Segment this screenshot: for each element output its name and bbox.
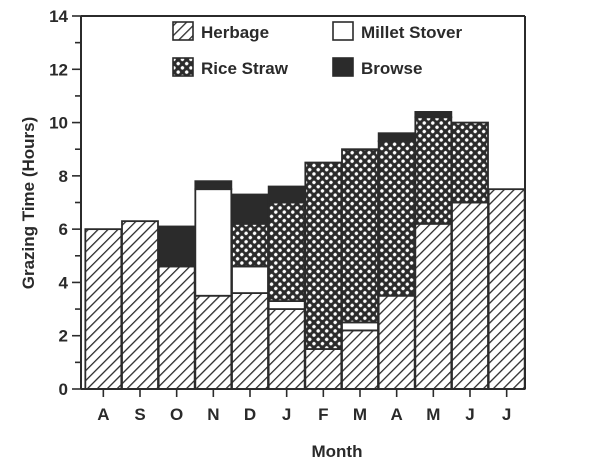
bar-segment-herbage <box>341 329 379 390</box>
bar-segment-herbage <box>487 188 526 390</box>
bar-segment-rice-straw <box>231 222 269 268</box>
y-axis-title: Grazing Time (Hours) <box>19 117 38 290</box>
x-tick-label: S <box>134 405 145 424</box>
legend-swatch <box>172 21 194 41</box>
legend: Herbage Millet Stover Rice Straw Browse <box>172 21 462 78</box>
bar-segment-browse <box>414 111 453 119</box>
bar-segment-rice-straw <box>267 201 306 302</box>
bar-segment-herbage <box>267 308 306 390</box>
bar-6-J <box>267 185 306 390</box>
bar-5-D <box>231 193 269 390</box>
bar-segment-browse <box>231 193 269 225</box>
bar-4-N <box>194 180 233 390</box>
bar-segment-rice-straw <box>304 161 343 350</box>
bar-segment-millet-stover <box>341 321 379 332</box>
y-axis: 0 2 4 6 8 10 12 14 <box>49 7 82 399</box>
x-tick-label: J <box>282 405 291 424</box>
x-tick-label: D <box>244 405 256 424</box>
bar-segment-millet-stover <box>267 300 306 310</box>
x-tick-label: A <box>391 405 403 424</box>
bars <box>84 111 526 390</box>
bar-segment-herbage <box>231 292 269 390</box>
bar-segment-rice-straw <box>377 140 416 297</box>
legend-item-browse: Browse <box>332 57 422 78</box>
bar-segment-millet-stover <box>231 265 269 294</box>
legend-swatch <box>172 57 194 77</box>
y-tick-label: 10 <box>49 114 68 133</box>
x-tick-label: M <box>426 405 440 424</box>
bar-12-J <box>487 188 526 390</box>
bar-segment-rice-straw <box>341 148 379 324</box>
bar-segment-herbage <box>451 201 489 390</box>
bar-3-O <box>157 225 196 390</box>
bar-segment-herbage <box>377 294 416 390</box>
y-tick-label: 4 <box>59 273 69 292</box>
legend-label: Millet Stover <box>361 23 462 42</box>
legend-item-herbage: Herbage <box>172 21 269 42</box>
x-tick-label: M <box>353 405 367 424</box>
x-tick-label: J <box>465 405 474 424</box>
bar-segment-browse <box>157 225 196 268</box>
bar-segment-herbage <box>84 228 123 390</box>
x-tick-label: J <box>502 405 511 424</box>
x-tick-label: N <box>207 405 219 424</box>
bar-segment-millet-stover <box>194 188 233 297</box>
bar-segment-herbage <box>157 265 196 390</box>
y-tick-label: 14 <box>49 7 68 26</box>
x-tick-label: A <box>97 405 109 424</box>
bar-segment-rice-straw <box>414 116 453 225</box>
bar-segment-herbage <box>194 294 233 390</box>
y-tick-label: 12 <box>49 60 68 79</box>
bar-segment-browse <box>267 185 306 204</box>
legend-swatch <box>332 21 354 41</box>
bar-segment-rice-straw <box>451 121 489 204</box>
legend-swatch <box>332 57 354 77</box>
legend-label: Browse <box>361 59 422 78</box>
y-tick-label: 8 <box>59 167 68 186</box>
bar-segment-herbage <box>304 348 343 390</box>
x-tick-label: F <box>318 405 328 424</box>
bar-9-A <box>377 132 416 390</box>
bar-1-A <box>84 228 123 390</box>
legend-item-millet-stover: Millet Stover <box>332 21 462 42</box>
bar-segment-herbage <box>121 220 159 390</box>
bar-8-M <box>341 148 379 390</box>
bar-segment-herbage <box>414 222 453 390</box>
bar-2-S <box>121 220 159 390</box>
bar-10-M <box>414 111 453 390</box>
legend-label: Herbage <box>201 23 269 42</box>
bar-7-F <box>304 161 343 390</box>
bar-segment-browse <box>377 132 416 143</box>
x-axis-title: Month <box>312 442 363 461</box>
y-tick-label: 2 <box>59 327 68 346</box>
legend-label: Rice Straw <box>201 59 289 78</box>
bar-11-J <box>451 121 489 390</box>
legend-item-rice-straw: Rice Straw <box>172 57 289 78</box>
bar-segment-browse <box>194 180 233 191</box>
x-tick-label: O <box>170 405 183 424</box>
y-tick-label: 0 <box>59 380 68 399</box>
y-tick-label: 6 <box>59 220 68 239</box>
